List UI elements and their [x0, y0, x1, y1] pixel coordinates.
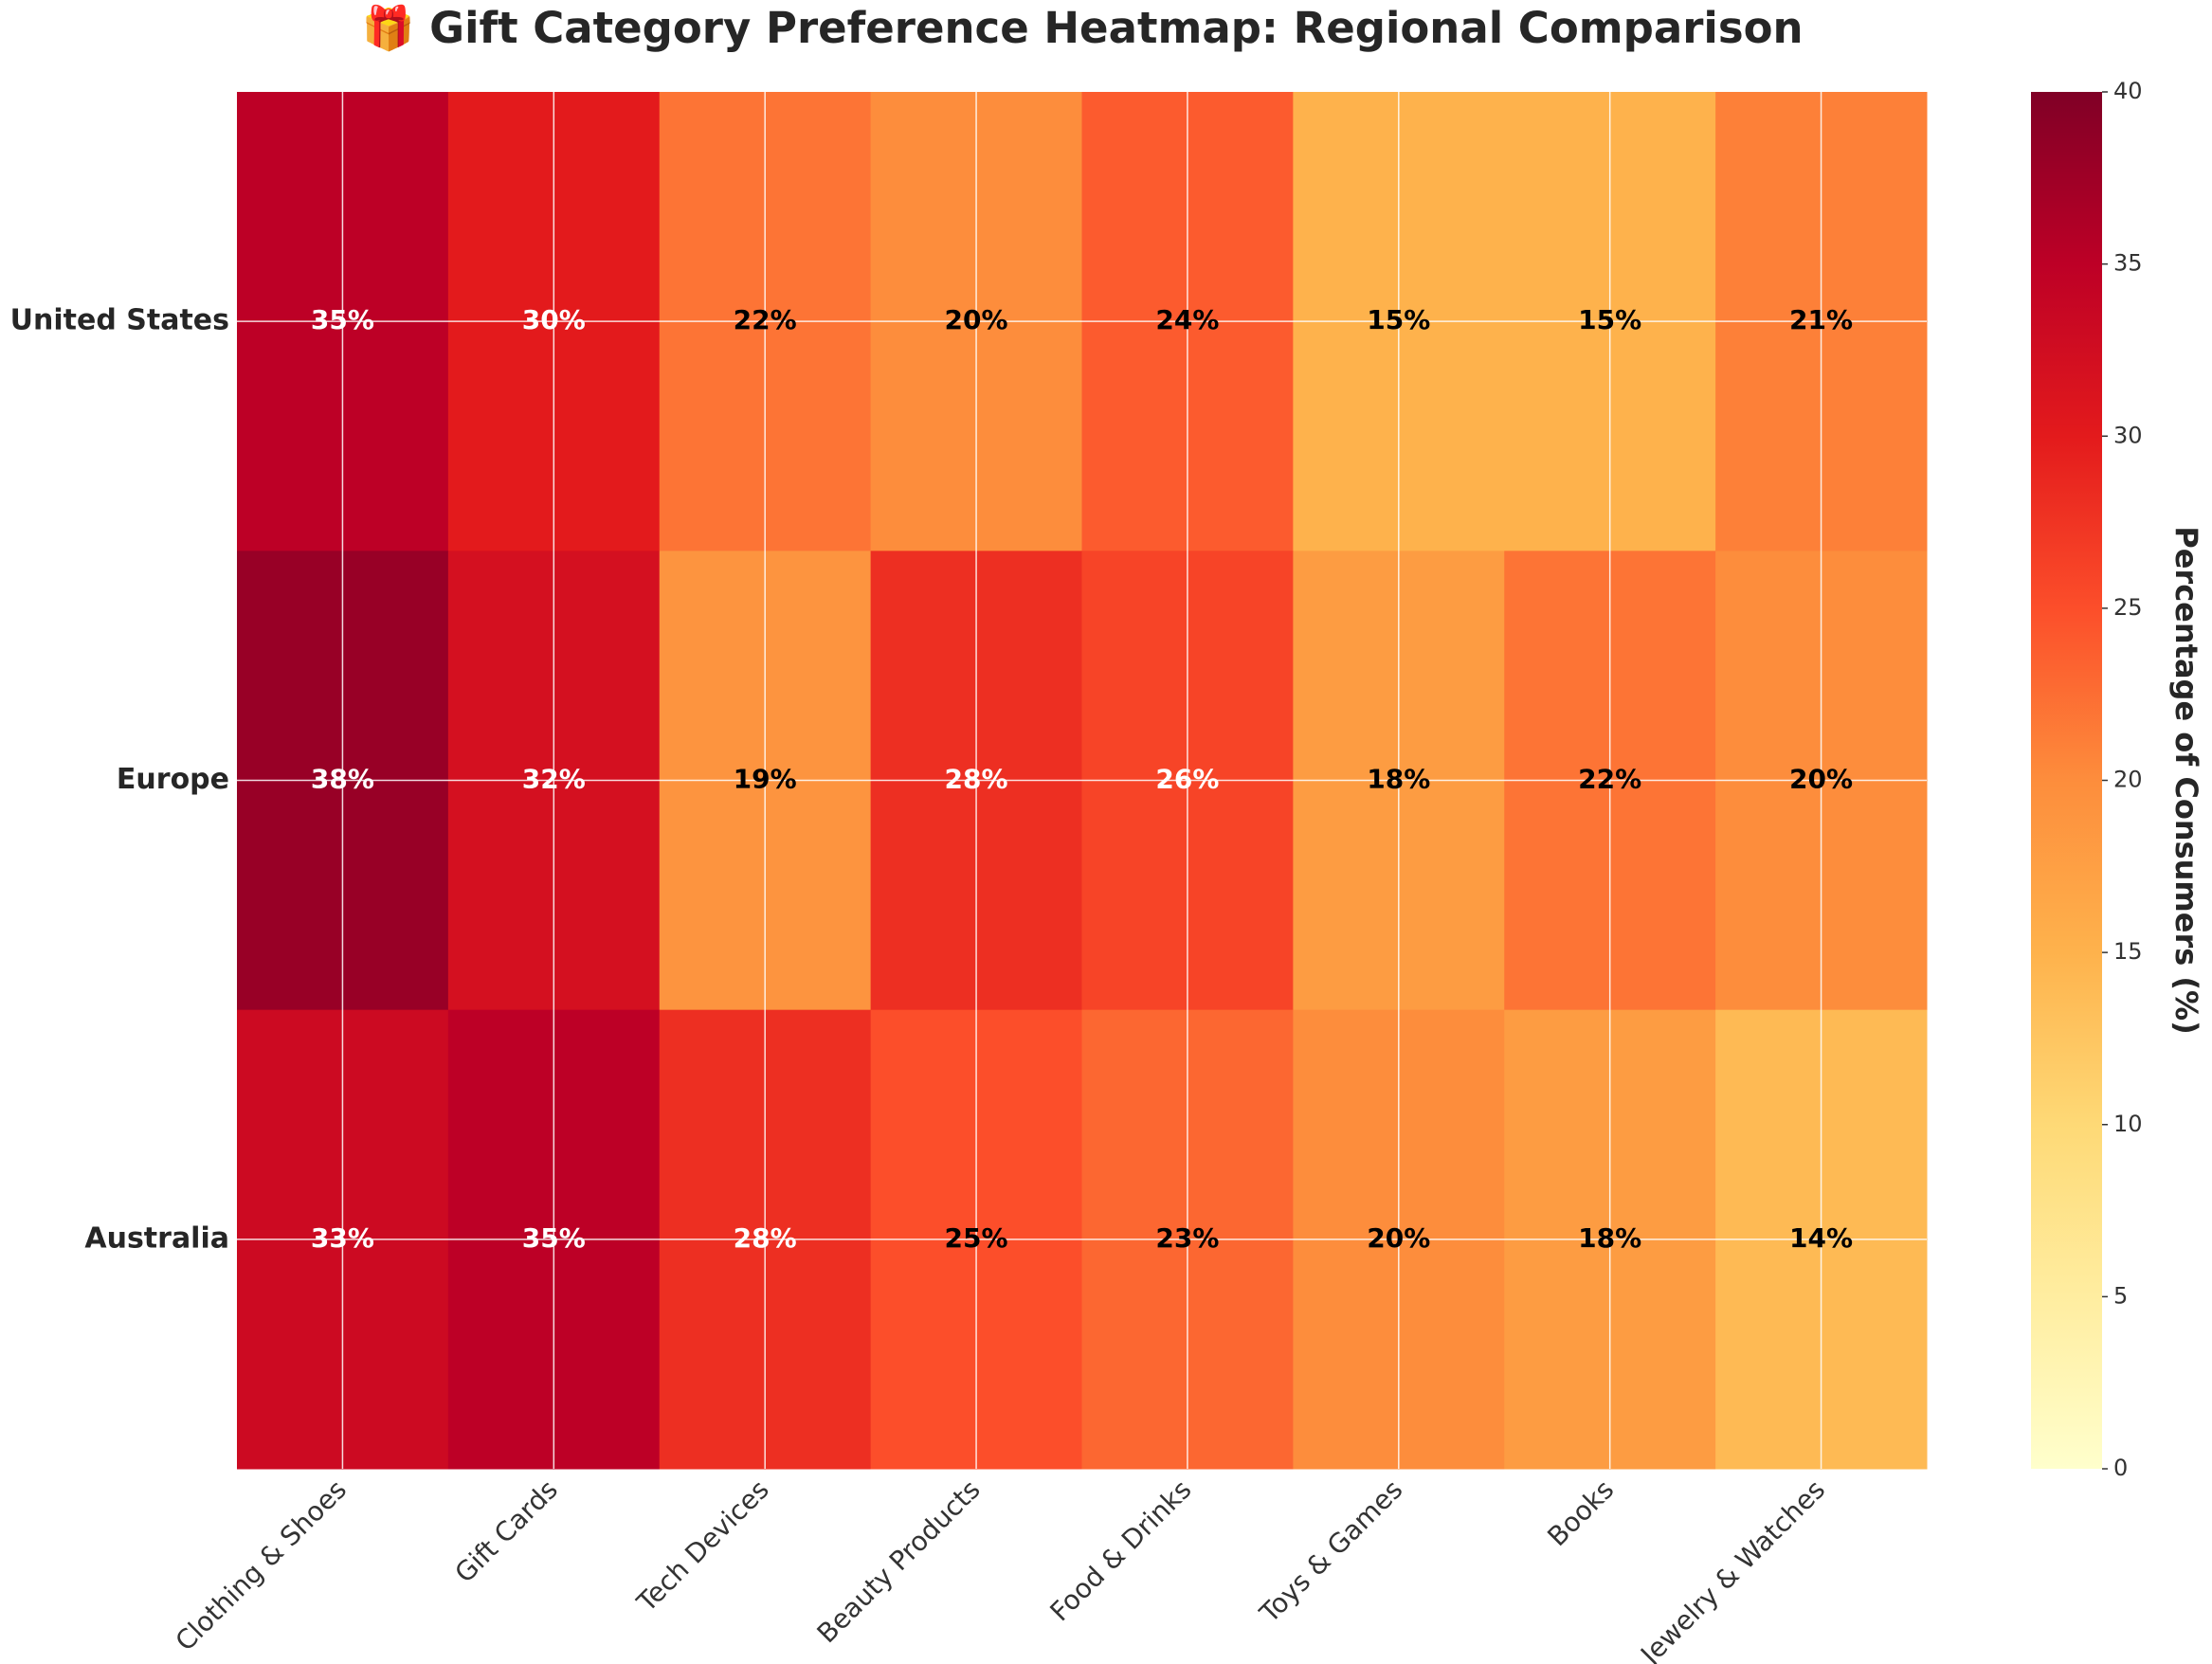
colorbar-tick-label: 0: [2113, 1455, 2128, 1481]
colorbar-label: Percentage of Consumers (%): [2168, 526, 2204, 1034]
cell-label: 28%: [945, 764, 1008, 795]
cell-label: 14%: [1789, 1222, 1853, 1254]
y-tick-label: Europe: [117, 763, 229, 796]
colorbar-tick-label: 15: [2113, 938, 2143, 965]
cell-label: 20%: [945, 304, 1008, 335]
cell-label: 22%: [1578, 764, 1641, 795]
cell-label: 20%: [1789, 764, 1853, 795]
cell-label: 23%: [1155, 1222, 1219, 1254]
x-tick-label: Gift Cards: [448, 1474, 563, 1588]
cell-label: 25%: [945, 1222, 1008, 1254]
y-tick-label: Australia: [84, 1221, 229, 1255]
cell-label: 33%: [311, 1222, 374, 1254]
colorbar-tick-label: 35: [2113, 250, 2143, 277]
cell-label: 18%: [1578, 1222, 1641, 1254]
x-tick-label: Books: [1541, 1474, 1620, 1552]
cell-label: 30%: [522, 304, 586, 335]
y-tick-label: United States: [10, 304, 229, 337]
colorbar-tick-label: 30: [2113, 422, 2143, 448]
cell-label: 26%: [1155, 764, 1219, 795]
cell-label: 35%: [311, 304, 374, 335]
cell-label: 15%: [1578, 304, 1641, 335]
cell-label: 24%: [1155, 304, 1219, 335]
cell-label: 35%: [522, 1222, 586, 1254]
colorbar-tick-label: 20: [2113, 767, 2143, 793]
x-tick-label: Clothing & Shoes: [170, 1474, 353, 1656]
colorbar-tick-label: 40: [2113, 78, 2143, 104]
colorbar-tick-label: 25: [2113, 594, 2143, 621]
cell-label: 28%: [734, 1222, 797, 1254]
cell-label: 32%: [522, 764, 586, 795]
cell-label: 21%: [1789, 304, 1853, 335]
x-tick-label: Food & Drinks: [1043, 1474, 1197, 1627]
cell-label: 20%: [1367, 1222, 1430, 1254]
x-tick-label: Beauty Products: [811, 1474, 987, 1649]
cell-label: 38%: [311, 764, 374, 795]
colorbar-tick-label: 10: [2113, 1111, 2143, 1137]
chart-title: 🎁 Gift Category Preference Heatmap: Regi…: [361, 3, 1803, 53]
cell-label: 19%: [734, 764, 797, 795]
colorbar-tick-label: 5: [2113, 1282, 2128, 1309]
cell-label: 22%: [734, 304, 797, 335]
x-tick-label: Jewelry & Watches: [1634, 1474, 1832, 1664]
cell-label: 18%: [1367, 764, 1430, 795]
colorbar: [2031, 92, 2102, 1469]
x-tick-label: Tech Devices: [630, 1474, 775, 1619]
cell-label: 15%: [1367, 304, 1430, 335]
x-tick-label: Toys & Games: [1253, 1474, 1408, 1629]
